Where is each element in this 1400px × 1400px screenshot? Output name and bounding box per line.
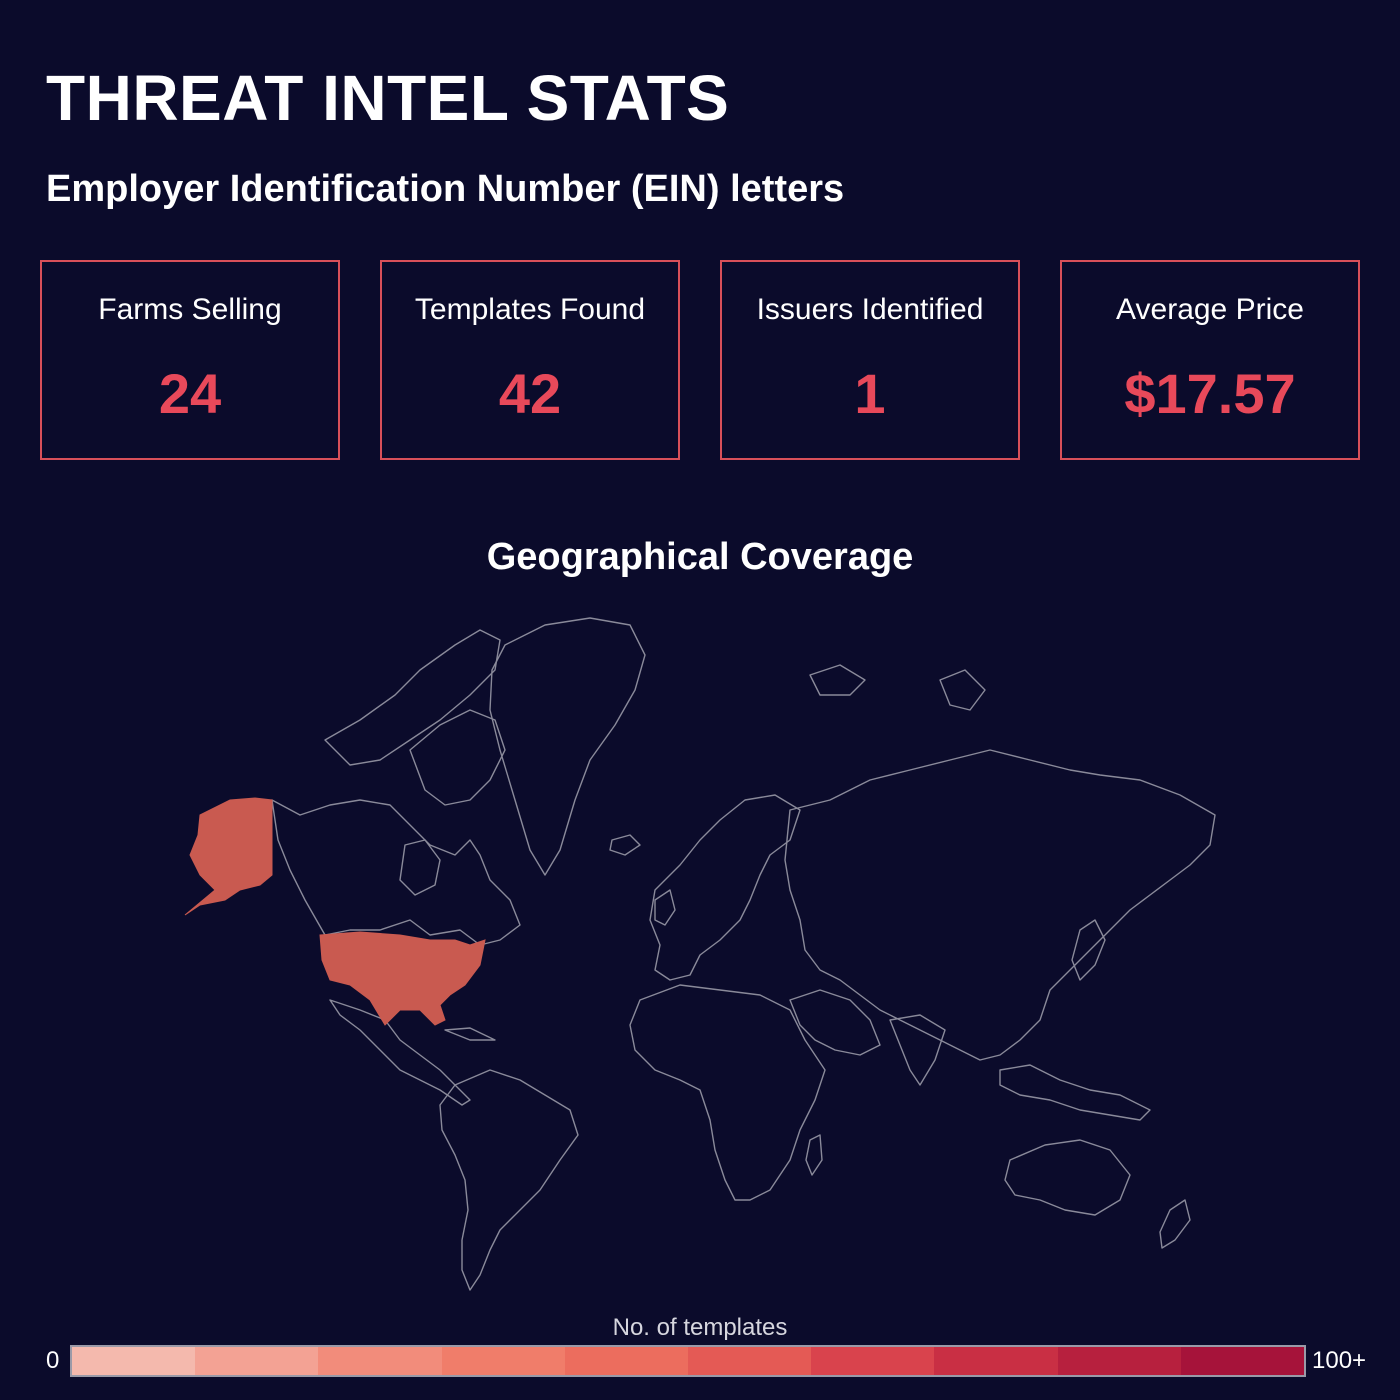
- legend-color-segment: [195, 1347, 319, 1375]
- map-region-middle-east: [789, 989, 881, 1056]
- map-region-iceland: [609, 834, 641, 856]
- map-region-japan: [1071, 919, 1106, 981]
- legend-color-segment: [1057, 1347, 1181, 1375]
- map-title: Geographical Coverage: [486, 536, 914, 578]
- stat-value: 24: [158, 362, 222, 425]
- map-region-australia: [1004, 1139, 1131, 1216]
- map-region-novaya-zemlya: [939, 669, 986, 711]
- map-region-africa: [629, 984, 826, 1201]
- map-region-cuba: [444, 1027, 496, 1041]
- stat-label: Farms Selling: [98, 293, 282, 326]
- legend-max-label: 100+: [1312, 1347, 1367, 1374]
- stat-value: 1: [854, 362, 886, 425]
- map-region-madagascar: [805, 1134, 823, 1176]
- map-region-arctic-islands: [809, 664, 866, 696]
- legend-min-label: 0: [46, 1347, 60, 1374]
- map-region-new-zealand: [1159, 1199, 1191, 1249]
- map-region-southeast-asia: [999, 1064, 1151, 1121]
- page-subtitle: Employer Identification Number (EIN) let…: [46, 168, 845, 210]
- legend-colorbar: [70, 1345, 1306, 1377]
- stat-value: $17.57: [1124, 362, 1296, 425]
- map-region-baffin-island: [409, 709, 506, 806]
- stat-value: 42: [498, 362, 562, 425]
- world-map: [0, 600, 1400, 1300]
- map-region-europe: [649, 794, 801, 981]
- legend-color-segment: [688, 1347, 812, 1375]
- map-region-india: [889, 1014, 946, 1086]
- stat-label: Issuers Identified: [756, 293, 984, 326]
- legend-color-segment: [1180, 1347, 1305, 1375]
- stat-card-average-price: Average Price $17.57: [1060, 260, 1360, 460]
- map-region-greenland: [489, 617, 646, 876]
- map-region-south-america: [439, 1069, 579, 1291]
- stat-label: Templates Found: [414, 293, 646, 326]
- stat-label: Average Price: [1116, 293, 1304, 326]
- map-region-usa: [319, 931, 486, 1026]
- map-region-british-isles: [654, 889, 676, 926]
- legend-title: No. of templates: [612, 1314, 788, 1341]
- legend-color-segment: [441, 1347, 565, 1375]
- stats-cards: Farms Selling 24 Templates Found 42 Issu…: [40, 260, 1360, 460]
- legend-color-segment: [318, 1347, 442, 1375]
- map-region-hudson-bay: [399, 839, 441, 896]
- legend-color-segment: [811, 1347, 935, 1375]
- page-title: THREAT INTEL STATS: [46, 62, 730, 134]
- legend-color-segment: [72, 1347, 196, 1375]
- stat-card-issuers-identified: Issuers Identified 1: [720, 260, 1020, 460]
- map-region-canada: [271, 799, 521, 946]
- map-region-alaska: [184, 797, 273, 916]
- stat-card-farms-selling: Farms Selling 24: [40, 260, 340, 460]
- map-region-asia: [784, 749, 1216, 1061]
- stat-card-templates-found: Templates Found 42: [380, 260, 680, 460]
- legend-color-segment: [934, 1347, 1058, 1375]
- legend-color-segment: [564, 1347, 689, 1375]
- map-region-central-america: [329, 999, 471, 1106]
- map-region-canada-islands: [324, 629, 501, 766]
